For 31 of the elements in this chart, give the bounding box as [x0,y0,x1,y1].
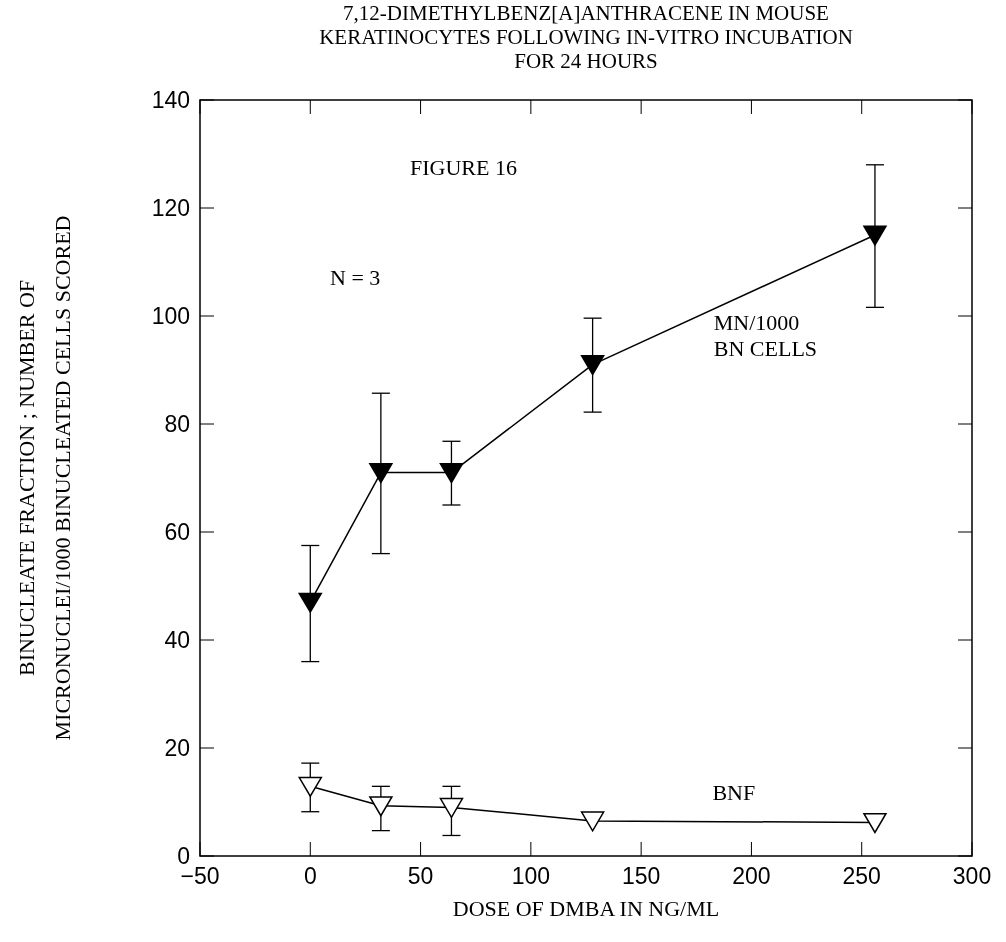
y-tick-label: 40 [164,627,190,653]
point [580,355,605,376]
chart-title: 7,12-DIMETHYLBENZ[A]ANTHRACENE IN MOUSE KERATINOCYTES FOLLOWING IN-VITRO INCUBATION FOR 24 HOURS [319,1,853,73]
point [369,463,393,484]
point [863,225,887,246]
y-tick-label: 20 [164,735,190,761]
y-tick-label: 60 [164,519,190,545]
y-tick-label: 120 [151,195,190,221]
point [369,796,393,817]
point [298,592,323,613]
annotation: FIGURE 16 [410,155,517,180]
x-tick-label: 250 [842,863,881,889]
x-tick-label: 150 [621,863,661,889]
x-tick-label: 0 [303,863,317,889]
point [439,797,464,819]
point [580,811,605,832]
y-tick-label: 80 [164,411,190,437]
y-tick-label: 100 [151,303,190,329]
point [439,463,464,484]
point [298,776,323,797]
annotation: N = 3 [330,265,381,290]
x-tick-label: 100 [511,863,551,889]
series-label: BNF [712,779,756,805]
x-axis-title: DOSE OF DMBA IN NG/ML [452,896,720,921]
series-label: MN/1000 BN CELLS [713,309,818,361]
y-tick-label: 140 [151,87,190,113]
y-axis-title: BINUCLEATE FRACTION ; NUMBER OF MICRONUCLEI/1000 BINUCLEATED CELLS SCORED [14,215,75,741]
x-tick-label: 200 [732,863,771,889]
x-tick-label: 300 [952,863,992,889]
point [863,812,887,834]
x-tick-label: 50 [407,863,434,889]
